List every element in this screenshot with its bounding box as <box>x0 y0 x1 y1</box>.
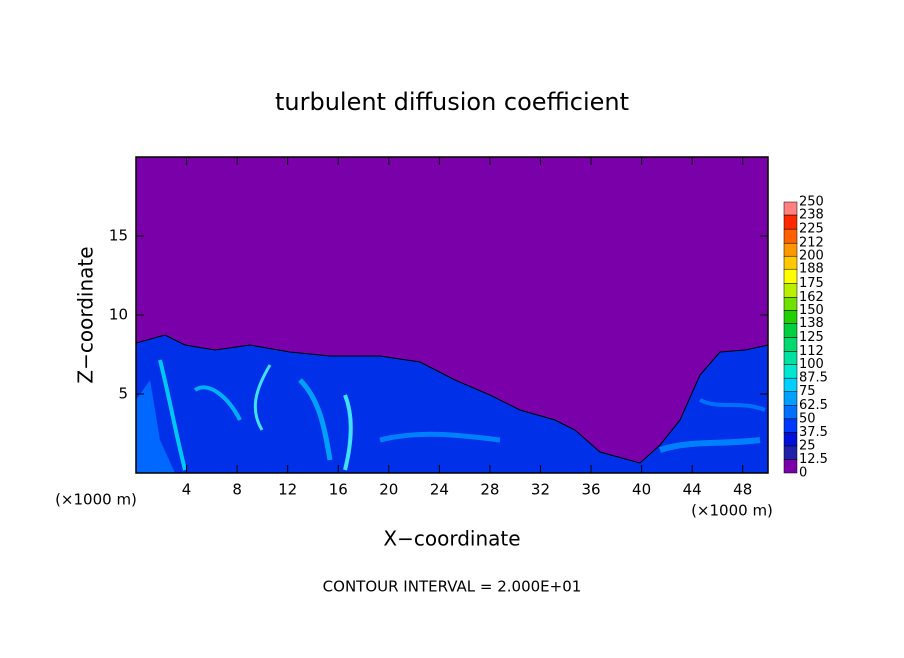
x-tick-label: 8 <box>232 481 242 499</box>
colorbar-tick-label: 125 <box>799 330 824 345</box>
colorbar-band <box>783 351 798 365</box>
chart-title: turbulent diffusion coefficient <box>275 88 629 116</box>
colorbar-band <box>783 268 798 284</box>
streak <box>343 394 353 471</box>
x-tick-label: 28 <box>480 481 499 499</box>
colorbar-band <box>783 242 798 257</box>
x-tick-label: 12 <box>278 481 297 499</box>
x-unit: (×1000 m) <box>691 502 773 520</box>
colorbar-band <box>783 418 798 433</box>
colorbar-band <box>783 377 798 392</box>
x-tick-label: 4 <box>182 481 192 499</box>
x-tick-label: 16 <box>329 481 348 499</box>
colorbar-band <box>783 405 798 420</box>
colorbar-band <box>783 432 798 447</box>
colorbar-band <box>783 214 798 230</box>
y-axis-label: Z−coordinate <box>74 246 98 383</box>
colorbar-band <box>783 310 798 324</box>
streak <box>379 431 501 443</box>
colorbar-tick-label: 50 <box>799 411 816 426</box>
colorbar-tick-label: 0 <box>799 466 807 481</box>
colorbar-band <box>783 201 798 216</box>
colorbar-band <box>783 445 798 460</box>
colorbar-tick-label: 238 <box>799 208 824 223</box>
x-tick-label: 48 <box>733 481 752 499</box>
colorbar-tick-label: 87.5 <box>799 371 828 386</box>
y-unit: (×1000 m) <box>55 491 137 509</box>
colorbar-band <box>783 459 798 474</box>
colorbar-band <box>783 323 798 338</box>
colorbar-band <box>783 297 798 311</box>
colorbar-tick-label: 100 <box>799 357 824 372</box>
colorbar-band <box>783 364 798 379</box>
field <box>135 156 769 474</box>
colorbar-tick-label: 212 <box>799 236 824 251</box>
colorbar-tick-label: 12.5 <box>799 452 828 467</box>
colorbar-band <box>783 228 798 244</box>
streak <box>659 437 761 453</box>
y-tick-label: 15 <box>109 227 128 245</box>
colorbar-band <box>783 255 798 270</box>
x-axis-label: X−coordinate <box>383 527 520 551</box>
colorbar-tick-label: 25 <box>799 438 816 453</box>
colorbar-tick-label: 162 <box>799 290 824 305</box>
x-tick-label: 36 <box>581 481 600 499</box>
colorbar-band <box>783 337 798 352</box>
streak <box>193 385 242 421</box>
colorbar-tick-label: 250 <box>799 195 824 210</box>
turbulent-layer <box>135 334 769 474</box>
turbulent-patch <box>136 380 175 473</box>
x-tick-label: 20 <box>379 481 398 499</box>
colorbar-tick-label: 175 <box>799 276 824 291</box>
contour-interval: CONTOUR INTERVAL = 2.000E+01 <box>323 578 582 596</box>
x-tick-label: 44 <box>683 481 702 499</box>
colorbar-tick-label: 37.5 <box>799 425 828 440</box>
colorbar-tick-label: 62.5 <box>799 398 828 413</box>
y-tick-label: 10 <box>109 306 128 324</box>
streak <box>253 364 272 431</box>
streak <box>699 398 766 412</box>
colorbar-tick-label: 150 <box>799 303 824 318</box>
streak <box>298 378 333 461</box>
y-tick-label: 5 <box>118 385 128 403</box>
colorbar-tick-label: 200 <box>799 249 824 264</box>
colorbar-tick-label: 75 <box>799 384 816 399</box>
x-tick-label: 32 <box>531 481 550 499</box>
colorbar-tick-label: 225 <box>799 222 824 237</box>
streak <box>158 359 187 471</box>
colorbar-tick-label: 112 <box>799 344 824 359</box>
colorbar-band <box>783 283 798 298</box>
colorbar-tick-label: 188 <box>799 262 824 277</box>
x-tick-label: 24 <box>430 481 449 499</box>
colorbar-band <box>783 391 798 406</box>
colorbar-tick-label: 138 <box>799 316 824 331</box>
x-tick-label: 40 <box>632 481 651 499</box>
